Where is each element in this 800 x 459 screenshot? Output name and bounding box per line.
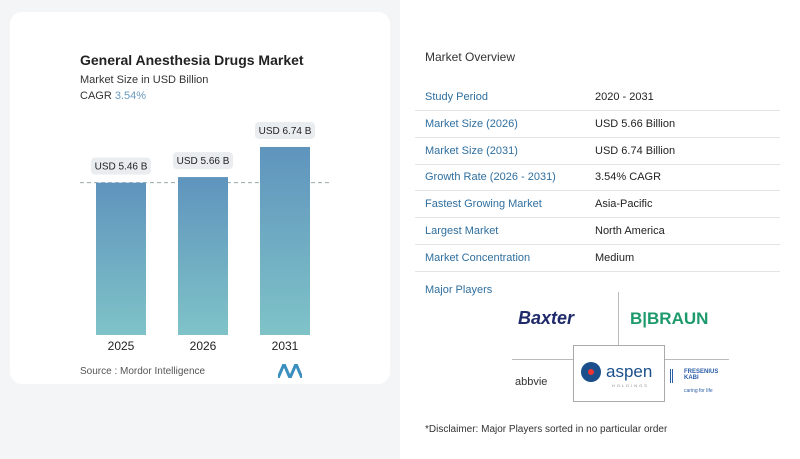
row-value: Asia-Pacific xyxy=(595,198,653,211)
fresenius-logo-icon xyxy=(670,369,683,383)
aspen-logo: aspen xyxy=(606,362,653,381)
overview-heading: Market Overview xyxy=(425,50,516,64)
bar-2031 xyxy=(260,146,310,335)
bbraun-logo: B|BRAUN xyxy=(630,309,709,328)
row-label: Largest Market xyxy=(425,225,499,237)
bar-chart: USD 5.46 B 2025 USD 5.66 B 2026 USD 6.74 B 20… xyxy=(80,121,330,353)
data-label-bg xyxy=(255,121,315,139)
overview-row: Fastest Growing Market Asia-Pacific xyxy=(415,191,780,219)
fresenius-logo: FRESENIUS KABI xyxy=(684,369,719,381)
row-value: 2020 - 2031 xyxy=(595,91,654,103)
cagr-label: CAGR xyxy=(80,90,112,102)
overview-row: Growth Rate (2026 - 2031) 3.54% CAGR xyxy=(415,164,780,192)
row-value: 3.54% CAGR xyxy=(595,171,662,184)
data-label-bg xyxy=(91,157,151,175)
x-tick-label: 2026 xyxy=(190,339,217,353)
players-heading: Major Players xyxy=(425,284,493,296)
data-label: USD 6.74 B xyxy=(259,126,312,137)
row-label: Study Period xyxy=(425,91,488,103)
abbvie-logo: abbvie xyxy=(515,376,548,388)
overview-row: Market Concentration Medium xyxy=(415,245,780,272)
chart-subtitle: Market Size in USD Billion xyxy=(80,74,209,86)
chart-title: General Anesthesia Drugs Market xyxy=(80,52,304,68)
overview-row: Market Size (2031) USD 6.74 Billion xyxy=(415,138,780,165)
row-label: Market Size (2026) xyxy=(425,117,518,130)
bar-2025 xyxy=(96,182,146,335)
source: Source : Mordor Intelligence xyxy=(80,366,206,377)
row-label: Market Concentration xyxy=(425,251,531,264)
row-value: North America xyxy=(595,225,665,237)
row-label: Growth Rate (2026 - 2031) xyxy=(425,171,556,184)
aspen-logo-icon xyxy=(581,362,601,382)
fresenius-tagline: caring for life xyxy=(684,388,713,394)
row-value: USD 6.74 Billion xyxy=(595,144,676,157)
disclaimer: *Disclaimer: Major Players sorted in no … xyxy=(425,424,668,435)
mordor-logo-icon xyxy=(278,364,302,378)
baxter-logo: Baxter xyxy=(518,308,575,328)
row-value: USD 5.66 Billion xyxy=(595,117,676,130)
row-label: Market Size (2031) xyxy=(425,144,518,157)
overview-row: Market Size (2026) USD 5.66 Billion xyxy=(415,111,780,138)
bar-2026 xyxy=(178,177,228,335)
cagr: CAGR 3.54% xyxy=(80,90,146,102)
data-label: USD 5.66 B xyxy=(177,156,230,167)
aspen-sub: HOLDINGS xyxy=(612,383,649,388)
x-tick-label: 2025 xyxy=(108,339,135,353)
overview-row: Largest Market North America xyxy=(415,218,780,245)
row-value: Medium xyxy=(595,251,635,264)
row-label: Fastest Growing Market xyxy=(425,198,542,211)
cagr-value: 3.54% xyxy=(114,90,147,102)
data-label-bg xyxy=(173,152,233,170)
x-tick-label: 2031 xyxy=(272,339,299,353)
overview-row: Study Period 2020 - 2031 xyxy=(415,84,780,111)
data-label: USD 5.46 B xyxy=(95,162,148,173)
